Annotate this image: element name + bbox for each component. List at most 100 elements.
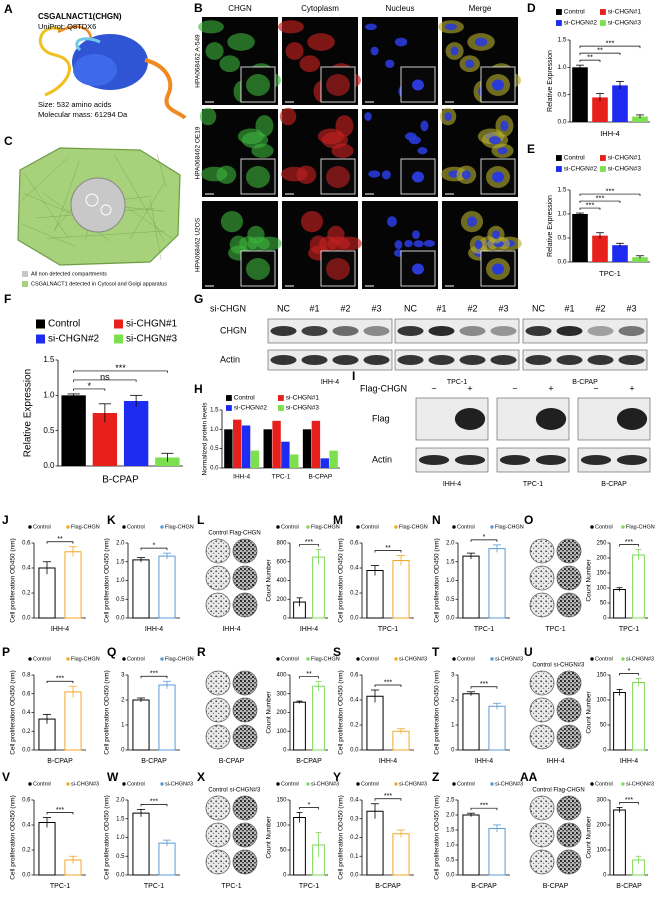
colony-plate <box>529 538 555 564</box>
band <box>270 326 297 336</box>
bar <box>462 814 480 876</box>
legend-label: Control <box>281 656 299 662</box>
y-tick-label: 0.0 <box>446 616 455 622</box>
row-label: HPA068462 A-549 <box>195 34 202 88</box>
lane-label: #3 <box>371 303 381 313</box>
legend-marker <box>226 395 232 401</box>
cell-signal <box>247 225 265 244</box>
y-tick-label: 1 <box>121 723 125 729</box>
significance-label: *** <box>56 807 64 814</box>
nucleus-signal <box>370 46 379 56</box>
band <box>616 408 648 430</box>
y-tick-label: 250 <box>596 541 607 547</box>
legend-label: si-CHGN#3 <box>495 656 523 662</box>
band <box>397 326 424 336</box>
nucleus-signal <box>394 240 403 250</box>
y-axis-label: Count Number <box>586 816 593 859</box>
cytoskeleton <box>156 153 167 187</box>
x-axis-label: IHH-4 <box>620 758 638 765</box>
y-tick-label: 150 <box>276 798 287 804</box>
significance-bracket <box>73 370 168 373</box>
x-tick-label: IHH-4 <box>233 474 250 481</box>
legend-marker <box>36 334 45 344</box>
bar <box>132 699 150 751</box>
significance-label: *** <box>384 679 392 686</box>
legend-marker <box>452 657 456 661</box>
nucleus-signal <box>474 37 488 47</box>
nucleus-signal <box>489 136 501 145</box>
significance-bracket <box>470 807 498 811</box>
legend-marker <box>66 657 70 661</box>
colony-plate <box>205 822 231 848</box>
y-axis-label: Cell proliferation OD450 (nm) <box>10 795 17 880</box>
protein-id: UniProt: Q8TDX6 <box>38 22 96 31</box>
colony-plate <box>556 670 582 696</box>
nucleus-signal <box>364 112 372 121</box>
y-axis-label: Cell proliferation OD450 (nm) <box>10 538 17 623</box>
bar <box>632 257 648 262</box>
colony-plate <box>556 822 582 848</box>
y-tick-label: 0 <box>283 873 287 879</box>
legend-marker <box>600 166 606 172</box>
colony-plate <box>529 592 555 618</box>
plate-header: Control <box>208 788 227 794</box>
nucleus-signal <box>474 240 483 250</box>
cytoskeleton <box>21 156 69 201</box>
nucleus-signal <box>444 112 452 121</box>
legend-label: Control <box>595 524 613 530</box>
colony-plate <box>529 565 555 591</box>
legend-marker <box>36 319 45 329</box>
band <box>587 355 614 365</box>
panel-letter: G <box>194 292 203 306</box>
band <box>490 326 517 336</box>
x-axis-label: B-CPAP <box>375 883 401 890</box>
y-tick-label: 2.0 <box>446 541 455 547</box>
bar <box>302 429 312 468</box>
legend-label: Control <box>361 524 379 530</box>
panel-letter: N <box>432 513 441 527</box>
cell-signal <box>309 235 328 254</box>
nucleus-signal <box>394 37 408 47</box>
cell-signal <box>229 235 248 254</box>
significance-bracket <box>579 45 641 49</box>
significance-bracket <box>619 673 639 676</box>
y-tick-label: 200 <box>276 597 287 603</box>
band <box>618 326 645 336</box>
significance-label: * <box>483 534 486 541</box>
x-axis-label: B-CPAP <box>616 883 642 890</box>
nucleus-signal <box>385 59 395 68</box>
blot <box>394 349 520 371</box>
inset-cell <box>246 258 270 280</box>
panel-letter: Z <box>432 770 439 784</box>
nucleus-signal <box>409 136 421 145</box>
legend-label: Flag-CHGN <box>165 524 194 530</box>
y-axis-label: Cell proliferation OD450 (nm) <box>10 670 17 755</box>
legend-label: All non detected compartments <box>31 271 107 277</box>
y-tick-label: 100 <box>276 823 287 829</box>
cell-signal <box>296 165 317 184</box>
bar <box>632 682 645 751</box>
plate-header: Flag-CHGN <box>229 531 260 537</box>
legend-label: Control <box>33 656 51 662</box>
cell-line-label: IHH-4 <box>321 379 339 386</box>
legend-label: si-CHGN#2 <box>564 20 598 27</box>
nucleus-signal <box>500 120 509 132</box>
legend-marker <box>66 525 70 529</box>
x-axis-label: IHH-4 <box>600 129 620 138</box>
panel-letter: Y <box>333 770 341 784</box>
bar <box>293 817 306 876</box>
y-tick-label: 0.2 <box>350 835 359 841</box>
legend-label: Flag-CHGN <box>71 656 100 662</box>
y-tick-label: 0.1 <box>350 854 359 860</box>
colony-plate <box>529 724 555 750</box>
inset <box>400 66 436 103</box>
cytoskeleton <box>46 230 165 239</box>
significance-label: ** <box>385 545 391 552</box>
legend-marker <box>452 525 456 529</box>
cell-signal <box>299 55 321 73</box>
y-tick-label: 1.5 <box>116 816 125 822</box>
legend-label: si-CHGN#3 <box>608 20 642 27</box>
x-axis-label: B-CPAP <box>471 883 497 890</box>
